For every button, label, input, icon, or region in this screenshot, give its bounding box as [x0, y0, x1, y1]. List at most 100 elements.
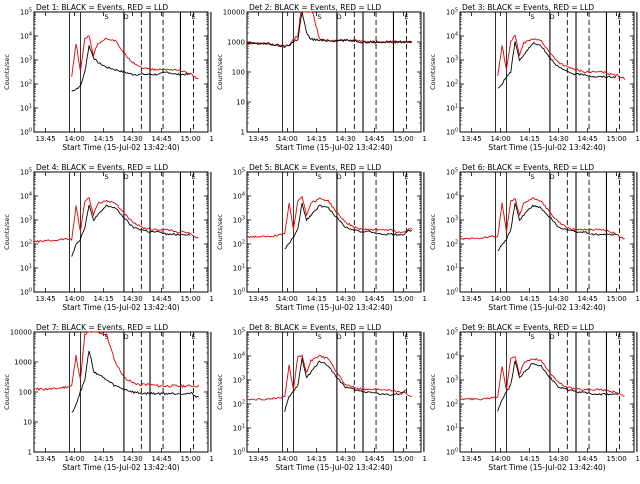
y-tick-label: 100 [233, 448, 245, 457]
x-tick-label: 14:00 [491, 455, 511, 463]
x-tick-label: 14:15 [94, 455, 114, 463]
marker-label: D [337, 173, 342, 181]
chart-title: Det 9: BLACK = Events, RED = LLD [462, 323, 594, 332]
x-tick-label: 14:30 [123, 135, 143, 143]
x-tick-label: 14:15 [94, 135, 114, 143]
x-tick-label: 13:45 [36, 295, 56, 303]
marker-label: S [317, 173, 321, 181]
x-tick-label: 14:15 [307, 295, 327, 303]
detector-chart: Det 9: BLACK = Events, RED = LLD 100 101 10… [429, 323, 640, 472]
y-tick-label: 1 [28, 449, 32, 457]
marker-label: D [550, 13, 555, 21]
marker-label: D [124, 333, 129, 341]
x-tick-label: 14:00 [491, 135, 511, 143]
lld-series-line [33, 331, 200, 392]
y-tick-label: 104 [233, 352, 245, 361]
x-axis-label: Start Time (15-Jul-02 13:42:40) [275, 143, 392, 152]
y-tick-label: 104 [446, 32, 458, 41]
marker-label: E [617, 13, 621, 21]
marker-label: E [617, 333, 621, 341]
y-tick-label: 105 [233, 328, 245, 337]
marker-label: D [124, 173, 129, 181]
x-tick-label: 14:15 [94, 295, 114, 303]
marker-label: D [550, 173, 555, 181]
x-tick-label: 15:00 [607, 295, 627, 303]
lld-series-line [246, 354, 412, 401]
x-axis-label: Start Time (15-Jul-02 13:42:40) [62, 463, 179, 472]
y-tick-label: 10 [236, 99, 245, 107]
x-tick-label: 15:00 [607, 135, 627, 143]
x-axis-label: Start Time (15-Jul-02 13:42:40) [62, 143, 179, 152]
y-tick-label: 105 [20, 168, 32, 177]
x-tick-label: 14:00 [278, 135, 298, 143]
x-tick-label: 14:45 [578, 455, 598, 463]
y-tick-label: 103 [446, 56, 458, 65]
x-tick-label: 14:30 [336, 455, 356, 463]
y-tick-label: 105 [233, 168, 245, 177]
y-tick-label: 101 [446, 104, 458, 113]
detector-chart: Det 5: BLACK = Events, RED = LLD 100 101 10… [216, 163, 443, 312]
detector-panel: Det 8: BLACK = Events, RED = LLD 100 101 10… [213, 320, 443, 484]
y-tick-label: 100 [446, 288, 458, 297]
y-tick-label: 100 [20, 288, 32, 297]
chart-title: Det 8: BLACK = Events, RED = LLD [249, 323, 381, 332]
detector-panel: Det 7: BLACK = Events, RED = LLD 1 10 100 10… [0, 320, 230, 484]
y-axis-label: Counts/sec [429, 374, 437, 410]
y-tick-label: 100 [19, 389, 32, 397]
x-tick-label: 14:15 [520, 295, 540, 303]
marker-label: S [104, 173, 108, 181]
x-tick-label: 14:45 [365, 455, 385, 463]
marker-label: S [530, 173, 534, 181]
x-tick-label: 14:30 [123, 295, 143, 303]
lld-series-line [459, 356, 625, 401]
detector-chart: Det 3: BLACK = Events, RED = LLD 100 101 10… [429, 3, 640, 152]
y-tick-label: 105 [446, 328, 458, 337]
plot-frame [246, 331, 422, 453]
x-tick-label: 13:45 [36, 135, 56, 143]
y-tick-label: 103 [20, 216, 32, 225]
events-series-line [71, 45, 191, 92]
y-tick-label: 102 [233, 400, 245, 409]
y-tick-label: 100 [232, 69, 245, 77]
detector-panel: Det 6: BLACK = Events, RED = LLD 100 101 10… [426, 160, 640, 324]
events-series-line [71, 350, 199, 413]
lld-series-line [71, 35, 199, 79]
detector-panel: Det 5: BLACK = Events, RED = LLD 100 101 10… [213, 160, 443, 324]
y-tick-label: 10000 [223, 9, 245, 17]
y-tick-label: 103 [20, 56, 32, 65]
x-axis-label: Start Time (15-Jul-02 13:42:40) [62, 303, 179, 312]
x-tick-label: 13:45 [462, 455, 482, 463]
lld-series-line [246, 195, 412, 239]
y-tick-label: 103 [446, 376, 458, 385]
chart-title: Det 7: BLACK = Events, RED = LLD [36, 323, 168, 332]
detector-chart: Det 2: BLACK = Events, RED = LLD 1 10 100 10… [216, 3, 443, 152]
plot-frame [33, 331, 209, 453]
events-series-line [497, 360, 619, 412]
events-series-line [497, 41, 617, 89]
y-tick-label: 1000 [227, 39, 245, 47]
x-tick-label: 14:15 [307, 135, 327, 143]
x-tick-label: 14:30 [123, 455, 143, 463]
marker-label: E [191, 333, 195, 341]
marker-label: S [530, 13, 534, 21]
x-tick-label: 14:45 [365, 295, 385, 303]
y-tick-label: 105 [446, 8, 458, 17]
detector-panel: Det 2: BLACK = Events, RED = LLD 1 10 100 10… [213, 0, 443, 164]
y-axis-label: Counts/sec [216, 214, 224, 250]
x-tick-label: 13:45 [462, 135, 482, 143]
x-tick-label: 14:30 [336, 295, 356, 303]
y-tick-label: 104 [233, 192, 245, 201]
y-tick-label: 105 [446, 168, 458, 177]
x-tick-label: 14:00 [278, 455, 298, 463]
x-tick-label: 14:00 [65, 295, 85, 303]
detector-chart: Det 4: BLACK = Events, RED = LLD 100 101 10… [3, 163, 230, 312]
y-tick-label: 102 [20, 80, 32, 89]
marker-label: S [317, 13, 321, 21]
y-tick-label: 101 [233, 264, 245, 273]
detector-chart: Det 7: BLACK = Events, RED = LLD 1 10 100 10… [3, 323, 230, 472]
detector-chart: Det 6: BLACK = Events, RED = LLD 100 101 10… [429, 163, 640, 312]
chart-title: Det 4: BLACK = Events, RED = LLD [36, 163, 168, 172]
x-tick-label: 15:00 [607, 455, 627, 463]
y-tick-label: 101 [20, 104, 32, 113]
marker-label: S [104, 13, 108, 21]
